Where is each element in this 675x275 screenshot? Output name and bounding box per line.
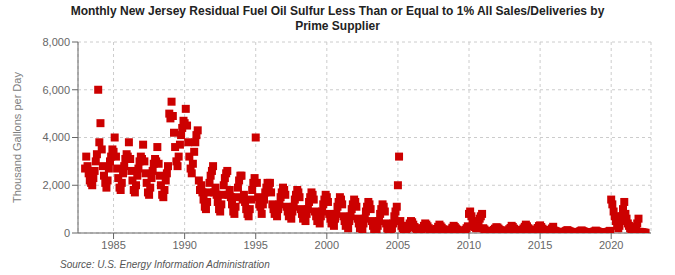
svg-text:1995: 1995 (243, 239, 267, 251)
svg-text:Thousand Gallons per Day: Thousand Gallons per Day (11, 72, 23, 203)
html-text:Source: U.S. Energy Informatio: Source: U.S. Energy Information Administ… (60, 259, 270, 270)
svg-text:1985: 1985 (101, 239, 125, 251)
svg-text:0: 0 (64, 227, 70, 239)
svg-text:2000: 2000 (315, 239, 339, 251)
html-text:Prime Supplier: Prime Supplier (295, 19, 380, 33)
svg-text:1990: 1990 (172, 239, 196, 251)
svg-text:4,000: 4,000 (42, 131, 70, 143)
html-text:Monthly New Jersey Residual Fu: Monthly New Jersey Residual Fuel Oil Sul… (70, 4, 605, 18)
svg-text:2010: 2010 (457, 239, 481, 251)
svg-text:6,000: 6,000 (42, 84, 70, 96)
svg-text:8,000: 8,000 (42, 36, 70, 48)
svg-text:2020: 2020 (599, 239, 623, 251)
svg-text:2,000: 2,000 (42, 179, 70, 191)
svg-text:2015: 2015 (528, 239, 552, 251)
svg-text:2005: 2005 (386, 239, 410, 251)
